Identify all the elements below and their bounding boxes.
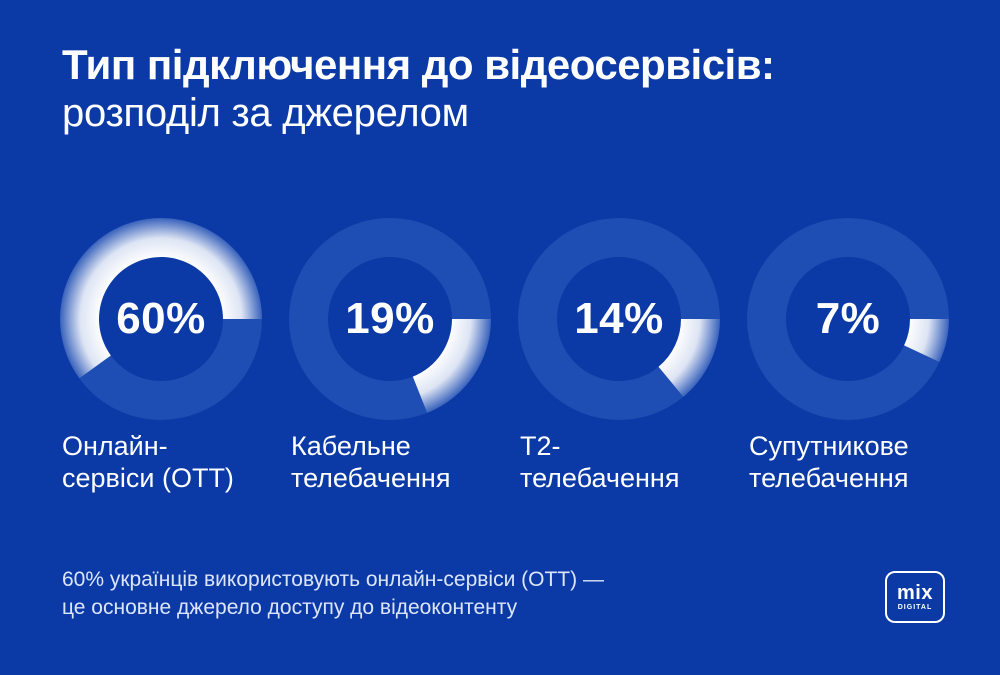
category-label-cable: Кабельне телебачення <box>291 431 451 493</box>
category-label-ott: Онлайн- сервіси (OTT) <box>62 431 234 493</box>
value-label-t2: 14% <box>574 294 664 343</box>
donut-segment-3 <box>904 319 949 363</box>
chart-header: Тип підключення до відеосервісів: розпод… <box>62 40 775 136</box>
logo-main-text: mix <box>897 581 933 604</box>
donut-svg <box>747 218 949 420</box>
chart-subtitle: розподіл за джерелом <box>62 91 469 135</box>
donut-svg <box>289 218 491 420</box>
chart-title: Тип підключення до відеосервісів: <box>62 41 775 88</box>
value-label-satellite: 7% <box>815 294 881 343</box>
donut-chart-ott: 60% <box>60 218 262 420</box>
donut-chart-satellite: 7% <box>747 218 949 420</box>
donut-segment-1 <box>412 319 491 413</box>
category-label-t2: T2- телебачення <box>520 431 680 493</box>
donut-segment-2 <box>658 319 720 397</box>
donut-chart-t2: 14% <box>518 218 720 420</box>
footnote-text: 60% українців використовують онлайн-серв… <box>62 568 604 619</box>
donut-svg <box>60 218 262 420</box>
value-label-cable: 19% <box>345 294 435 343</box>
logo-sub-text: DIGITAL <box>897 603 933 611</box>
donut-svg <box>518 218 720 420</box>
donut-chart-cable: 19% <box>289 218 491 420</box>
donut-segment-0 <box>60 218 262 379</box>
mix-digital-logo: mix DIGITAL <box>885 571 945 623</box>
category-label-satellite: Супутникове телебачення <box>749 431 909 493</box>
value-label-ott: 60% <box>116 294 206 343</box>
